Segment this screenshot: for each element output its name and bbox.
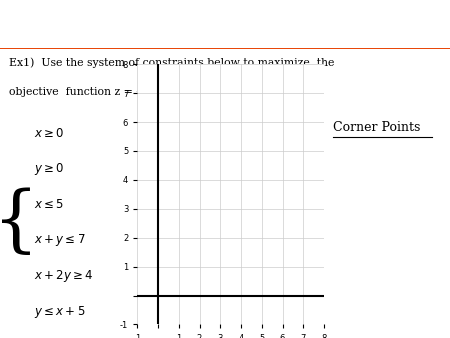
Text: objective  function z = -0.4x + 3.2y.: objective function z = -0.4x + 3.2y. bbox=[9, 87, 205, 97]
Text: Corner Points: Corner Points bbox=[333, 121, 420, 135]
Text: $y \leq x + 5$: $y \leq x + 5$ bbox=[34, 304, 85, 319]
Text: $x \geq 0$: $x \geq 0$ bbox=[34, 127, 64, 140]
Text: {: { bbox=[0, 187, 39, 258]
Text: $x + y \leq 7$: $x + y \leq 7$ bbox=[34, 232, 86, 248]
Text: Ex1)  Use the system of constraints below to maximize  the: Ex1) Use the system of constraints below… bbox=[9, 58, 334, 68]
Text: Linear Programming: Linear Programming bbox=[63, 9, 387, 40]
Text: $x + 2y \geq 4$: $x + 2y \geq 4$ bbox=[34, 268, 93, 284]
Text: $y \geq 0$: $y \geq 0$ bbox=[34, 161, 64, 177]
Text: $x \leq 5$: $x \leq 5$ bbox=[34, 198, 64, 211]
